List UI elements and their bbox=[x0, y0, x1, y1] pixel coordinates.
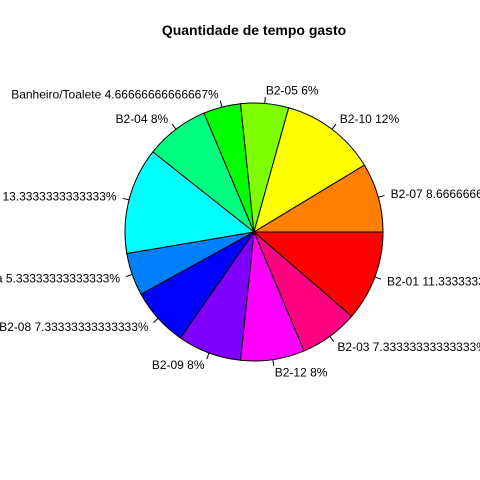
pie-slice bbox=[124, 151, 256, 255]
slice-label: B2-10 12% bbox=[340, 112, 400, 126]
slice-label: B2-08 7.33333333333333% bbox=[0, 320, 149, 334]
pie-slice bbox=[252, 164, 384, 233]
label-leader-line bbox=[219, 100, 223, 108]
label-leader-line bbox=[206, 352, 210, 360]
slice-label: B2-01 11.3333333333333% bbox=[387, 274, 480, 288]
slice-label: B2-07 8.66666666666667% bbox=[391, 187, 480, 201]
label-leader-line bbox=[374, 276, 382, 280]
label-leader-line bbox=[329, 336, 335, 342]
slice-label: B2-05 6% bbox=[266, 84, 319, 98]
label-leader-line bbox=[331, 123, 337, 130]
slice-label: B2-12 8% bbox=[275, 365, 328, 379]
label-leader-lines bbox=[122, 96, 385, 367]
pie-slices bbox=[124, 102, 384, 362]
slice-label: B2-03 7.33333333333333% bbox=[337, 340, 480, 354]
slice-label: B2-04 8% bbox=[116, 112, 169, 126]
label-leader-line bbox=[122, 197, 130, 201]
slice-label: B2-06 13.3333333333333% bbox=[0, 190, 117, 204]
chart-title: Quantidade de tempo gasto bbox=[162, 22, 346, 38]
label-leader-line bbox=[264, 96, 266, 104]
slice-labels: B2-01 11.3333333333333% B2-03 7.333333333… bbox=[0, 84, 480, 380]
label-leader-line bbox=[125, 273, 133, 278]
slice-label: Área Externa 5.33333333333333% bbox=[0, 271, 120, 286]
pie-slice bbox=[252, 231, 384, 317]
pie-slice bbox=[253, 107, 366, 234]
label-leader-line bbox=[378, 195, 385, 198]
label-leader-line bbox=[153, 317, 159, 324]
label-leader-line bbox=[171, 123, 177, 130]
slice-label: Banheiro/Toalete 4.66666666666667% bbox=[11, 88, 219, 102]
label-leader-line bbox=[272, 359, 275, 367]
slice-label: B2-09 8% bbox=[152, 358, 205, 372]
